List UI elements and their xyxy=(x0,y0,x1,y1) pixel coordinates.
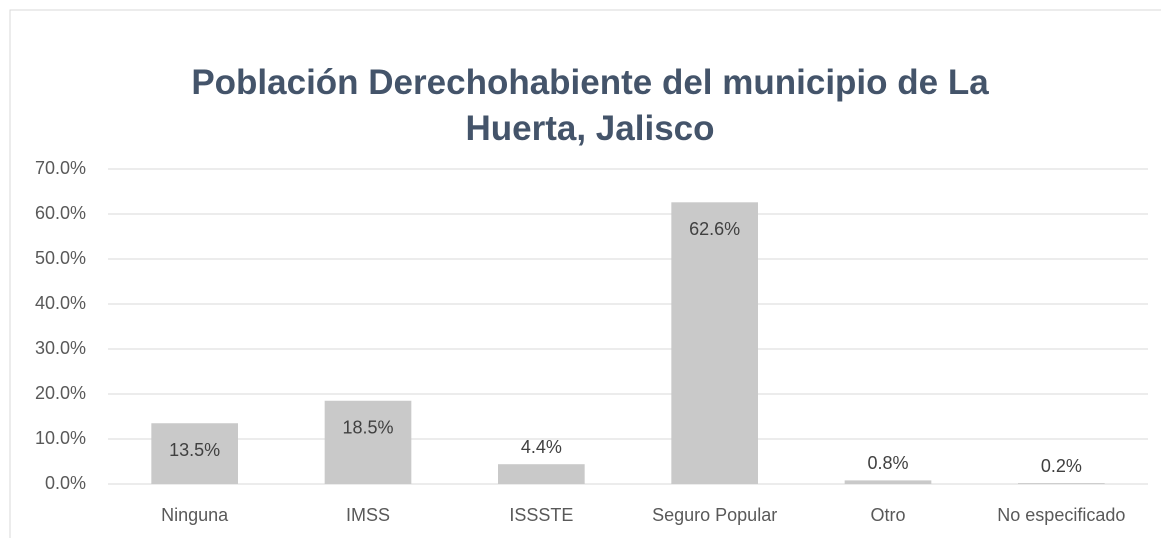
bar xyxy=(844,480,932,484)
bar xyxy=(151,423,238,484)
data-label: 62.6% xyxy=(689,219,740,239)
y-tick-label: 60.0% xyxy=(35,203,86,223)
bar xyxy=(1018,483,1105,484)
data-label: 18.5% xyxy=(342,418,393,438)
data-label: 0.8% xyxy=(867,453,908,473)
x-tick-label: Ninguna xyxy=(161,505,229,525)
data-label: 13.5% xyxy=(169,440,220,460)
y-tick-label: 10.0% xyxy=(35,428,86,448)
bar xyxy=(671,202,758,485)
y-tick-label: 30.0% xyxy=(35,338,86,358)
y-tick-label: 40.0% xyxy=(35,293,86,313)
chart-title: Población Derechohabiente del municipio … xyxy=(191,63,989,148)
x-tick-label: IMSS xyxy=(346,505,390,525)
x-tick-label: Seguro Popular xyxy=(652,505,777,525)
y-tick-label: 0.0% xyxy=(45,473,86,493)
data-label: 4.4% xyxy=(521,437,562,457)
chart-border xyxy=(9,9,1161,538)
bar xyxy=(324,400,412,484)
x-tick-label: Otro xyxy=(870,505,905,525)
data-label: 0.2% xyxy=(1041,456,1082,476)
y-tick-label: 50.0% xyxy=(35,248,86,268)
x-tick-label: ISSSTE xyxy=(509,505,573,525)
y-tick-label: 70.0% xyxy=(35,158,86,178)
bar xyxy=(498,464,585,484)
x-tick-label: No especificado xyxy=(997,505,1125,525)
y-tick-label: 20.0% xyxy=(35,383,86,403)
